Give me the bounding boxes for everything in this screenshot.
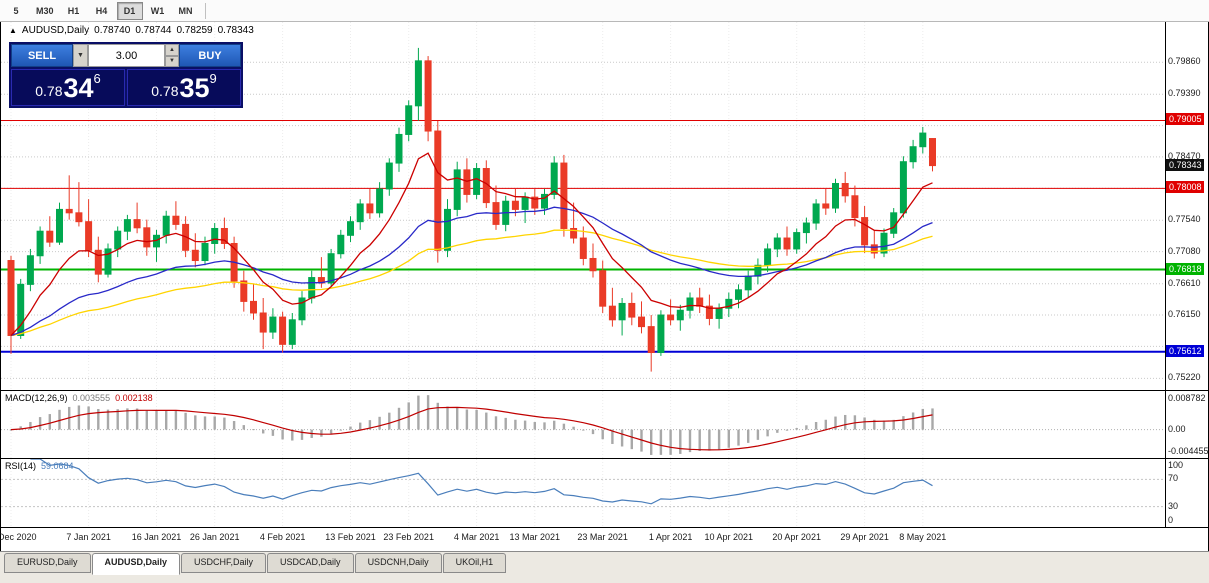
tab-usdcnh-daily[interactable]: USDCNH,Daily: [354, 553, 442, 573]
chart-symbol-label: AUDUSD,Daily: [21, 25, 90, 36]
timeframe-button-5[interactable]: 5: [3, 1, 29, 20]
ohlc-low: 0.78259: [176, 25, 213, 36]
panel-separator: [1, 458, 1208, 459]
macd-signal-value: 0.002138: [115, 393, 153, 403]
date-tick-label: 13 Feb 2021: [325, 532, 376, 542]
buy-price-display[interactable]: 0.78 35 9: [127, 69, 241, 106]
ohlc-high: 0.78744: [135, 25, 172, 36]
price-axis[interactable]: 0.79860 0.79390 0.78470 0.77540 0.77080 0.766…: [1165, 22, 1208, 390]
price-axis-label: 0.76610: [1168, 277, 1201, 288]
ohlc-open: 0.78740: [94, 25, 131, 36]
line-price-chip: 0.78008: [1166, 181, 1204, 194]
buy-price-big: 35: [179, 73, 210, 103]
rsi-canvas[interactable]: [1, 459, 1165, 527]
macd-axis-label: 0.008782: [1168, 393, 1206, 403]
date-tick-label: 20 Apr 2021: [772, 532, 821, 542]
buy-price-prefix: 0.78: [151, 83, 179, 99]
rsi-label: RSI(14) 59.0684: [5, 461, 74, 471]
tab-audusd-daily[interactable]: AUDUSD,Daily: [91, 553, 181, 575]
timeframe-button-mn[interactable]: MN: [172, 1, 199, 20]
volume-dropdown-button[interactable]: ▼: [73, 44, 88, 67]
chart-window: 0.79860 0.79390 0.78470 0.77540 0.77080 0.766…: [0, 22, 1209, 551]
rsi-value: 59.0684: [41, 461, 74, 471]
date-tick-label: 26 Jan 2021: [189, 532, 240, 542]
chart-tab-bar: EURUSD,Daily AUDUSD,Daily USDCHF,Daily USDC…: [0, 551, 1209, 583]
volume-stepper: ▲ ▼: [165, 44, 179, 67]
price-chart-panel: 0.79860 0.79390 0.78470 0.77540 0.77080 0.766…: [1, 22, 1208, 390]
timeframe-button-h4[interactable]: H4: [88, 1, 115, 20]
date-tick-label: 23 Mar 2021: [577, 532, 628, 542]
date-tick-label: 23 Feb 2021: [383, 532, 434, 542]
toolbar-divider: [204, 2, 206, 19]
sell-price-big: 34: [63, 73, 94, 103]
line-price-chip: 0.75612: [1166, 344, 1204, 357]
line-price-chip: 0.79005: [1166, 113, 1204, 126]
date-tick-label: 29 Apr 2021: [840, 532, 889, 542]
sell-button[interactable]: SELL: [11, 44, 73, 67]
timeframe-toolbar: 5 M30 H1 H4 D1 W1 MN: [0, 0, 1209, 22]
tab-eurusd-daily[interactable]: EURUSD,Daily: [4, 553, 91, 573]
timeframe-button-w1[interactable]: W1: [144, 1, 171, 20]
price-axis-label: 0.77540: [1168, 214, 1201, 225]
line-price-chip: 0.76818: [1166, 262, 1204, 275]
one-click-collapse-arrow[interactable]: ▲: [9, 26, 17, 35]
panel-separator: [1, 527, 1208, 528]
price-axis-label: 0.75220: [1168, 372, 1201, 383]
date-tick-label: 8 May 2021: [899, 532, 947, 542]
date-axis[interactable]: 28 Dec 2020 7 Jan 2021 16 Jan 2021 26 Jan 2…: [0, 528, 1208, 551]
rsi-axis-label: 100: [1168, 460, 1184, 470]
rsi-name: RSI(14): [5, 461, 37, 471]
macd-main-value: 0.003555: [72, 393, 111, 403]
date-tick-label: 10 Apr 2021: [704, 532, 754, 542]
macd-axis-label: 0.00: [1168, 423, 1186, 434]
tab-ukoil-h1[interactable]: UKOil,H1: [442, 553, 507, 573]
macd-panel: 0.008782 0.00 -0.004455 MACD(12,26,9) 0.003…: [1, 391, 1209, 458]
current-price-chip: 0.78343: [1166, 158, 1204, 171]
macd-axis[interactable]: 0.008782 0.00 -0.004455: [1165, 391, 1209, 458]
price-chart-canvas[interactable]: [1, 22, 1165, 390]
macd-canvas[interactable]: [1, 391, 1165, 458]
timeframe-button-d1[interactable]: D1: [116, 1, 143, 20]
sell-price-prefix: 0.78: [35, 83, 63, 99]
price-axis-label: 0.78470: [1168, 150, 1201, 161]
buy-button[interactable]: BUY: [179, 44, 241, 67]
date-tick-label: 7 Jan 2021: [66, 532, 111, 542]
timeframe-button-m30[interactable]: M30: [31, 1, 59, 20]
rsi-axis-label: 30: [1168, 500, 1179, 511]
rsi-axis-label: 0: [1168, 515, 1174, 525]
volume-increase-button[interactable]: ▲: [165, 44, 179, 56]
macd-axis-label: -0.004455: [1168, 446, 1209, 456]
price-axis-label: 0.79390: [1168, 88, 1201, 99]
tab-usdchf-daily[interactable]: USDCHF,Daily: [181, 553, 267, 573]
volume-input[interactable]: [89, 49, 164, 62]
date-tick-label: 1 Apr 2021: [648, 532, 693, 542]
rsi-panel: 100 70 30 0 RSI(14) 59.0684: [1, 459, 1208, 527]
tab-usdcad-daily[interactable]: USDCAD,Daily: [267, 553, 354, 573]
sell-price-display[interactable]: 0.78 34 6: [11, 69, 125, 106]
one-click-trading-panel: SELL ▼ ▲ ▼ BUY 0.78 34 6: [9, 42, 243, 108]
rsi-axis[interactable]: 100 70 30 0: [1165, 459, 1208, 527]
timeframe-buttons: 5 M30 H1 H4 D1 W1 MN: [2, 1, 200, 20]
price-axis-label: 0.79860: [1168, 56, 1201, 67]
date-tick-label: 16 Jan 2021: [131, 532, 182, 542]
chart-ohlc-header: ▲ AUDUSD,Daily 0.78740 0.78744 0.78259 0.7834…: [9, 25, 259, 36]
price-axis-label: 0.77080: [1168, 245, 1201, 256]
timeframe-button-h1[interactable]: H1: [60, 1, 87, 20]
volume-decrease-button[interactable]: ▼: [165, 55, 179, 67]
date-tick-label: 28 Dec 2020: [0, 532, 37, 542]
buy-price-sup: 9: [209, 71, 217, 86]
macd-name: MACD(12,26,9): [5, 393, 68, 403]
volume-field: [88, 44, 165, 67]
date-tick-label: 4 Feb 2021: [259, 532, 306, 542]
ohlc-close: 0.78343: [217, 25, 254, 36]
rsi-axis-label: 70: [1168, 473, 1179, 484]
panel-separator: [1, 390, 1208, 391]
date-tick-label: 13 Mar 2021: [509, 532, 561, 542]
price-axis-label: 0.76150: [1168, 309, 1201, 320]
macd-label: MACD(12,26,9) 0.003555 0.002138: [5, 393, 153, 403]
date-tick-label: 4 Mar 2021: [453, 532, 500, 542]
sell-price-sup: 6: [93, 71, 101, 86]
